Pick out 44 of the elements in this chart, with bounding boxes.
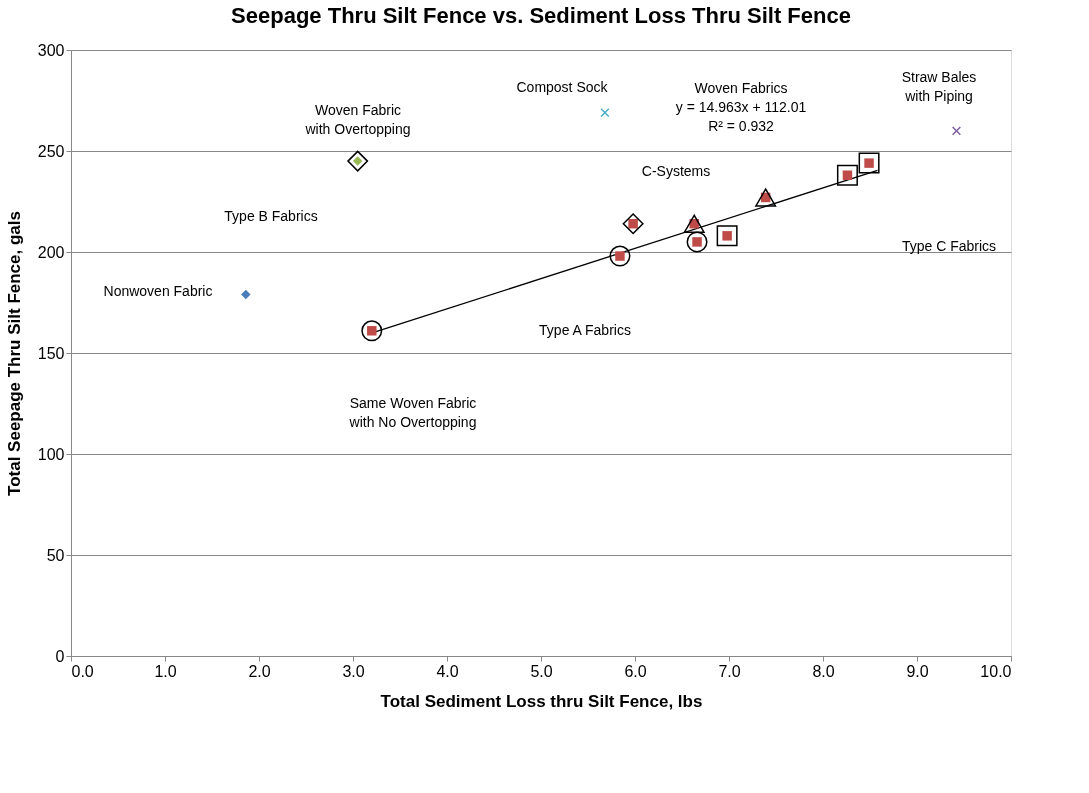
x-tick-label: 10.0 — [980, 662, 1012, 680]
x-tick-label: 5.0 — [530, 662, 553, 680]
annotation: Same Woven Fabric with No Overtopping — [348, 395, 477, 430]
point — [716, 225, 738, 247]
point — [241, 289, 251, 300]
x-tick-label: 0.0 — [71, 662, 94, 680]
point — [686, 231, 708, 253]
y-tick-label: 100 — [37, 445, 65, 463]
x-axis-title: Total Sediment Loss thru Silt Fence, lbs — [380, 691, 703, 711]
y-tick-label: 200 — [37, 243, 65, 261]
point — [858, 152, 880, 174]
annotation: Type B Fabrics — [224, 208, 318, 224]
point — [361, 320, 383, 342]
point — [347, 150, 369, 172]
annotation: Woven Fabrics y = 14.963x + 112.01 R² = 0.932 — [675, 80, 807, 134]
annotation: Type A Fabrics — [539, 322, 631, 338]
annotation: Woven Fabric with Overtopping — [304, 102, 411, 137]
annotation: Type C Fabrics — [901, 238, 997, 254]
x-tick-label: 8.0 — [812, 662, 835, 680]
x-tick-label: 7.0 — [718, 662, 741, 680]
annotation: Nonwoven Fabric — [103, 283, 213, 299]
x-tick-label: 6.0 — [624, 662, 647, 680]
y-tick-label: 300 — [37, 41, 65, 59]
point — [836, 164, 858, 186]
y-axis-title: Total Seepage Thru Silt Fence, gals — [4, 211, 24, 496]
x-tick-label: 9.0 — [906, 662, 929, 680]
y-tick-label: 50 — [46, 546, 65, 564]
x-tick-label: 4.0 — [436, 662, 459, 680]
annotation: C-Systems — [641, 163, 711, 179]
y-tick-label: 250 — [37, 142, 65, 160]
x-tick-label: 1.0 — [154, 662, 177, 680]
chart-title: Seepage Thru Silt Fence vs. Sediment Loss Thru Silt Fence — [231, 3, 851, 28]
y-tick-label: 0 — [55, 647, 65, 665]
point — [683, 214, 705, 233]
x-tick-label: 3.0 — [342, 662, 365, 680]
point — [951, 126, 962, 136]
point — [609, 245, 631, 267]
point — [600, 108, 610, 118]
y-tick-label: 150 — [37, 344, 65, 362]
x-tick-label: 2.0 — [248, 662, 271, 680]
annotation: Compost Sock — [516, 79, 609, 95]
annotation: Straw Bales with Piping — [901, 69, 977, 104]
point — [755, 188, 777, 207]
point — [622, 213, 644, 235]
